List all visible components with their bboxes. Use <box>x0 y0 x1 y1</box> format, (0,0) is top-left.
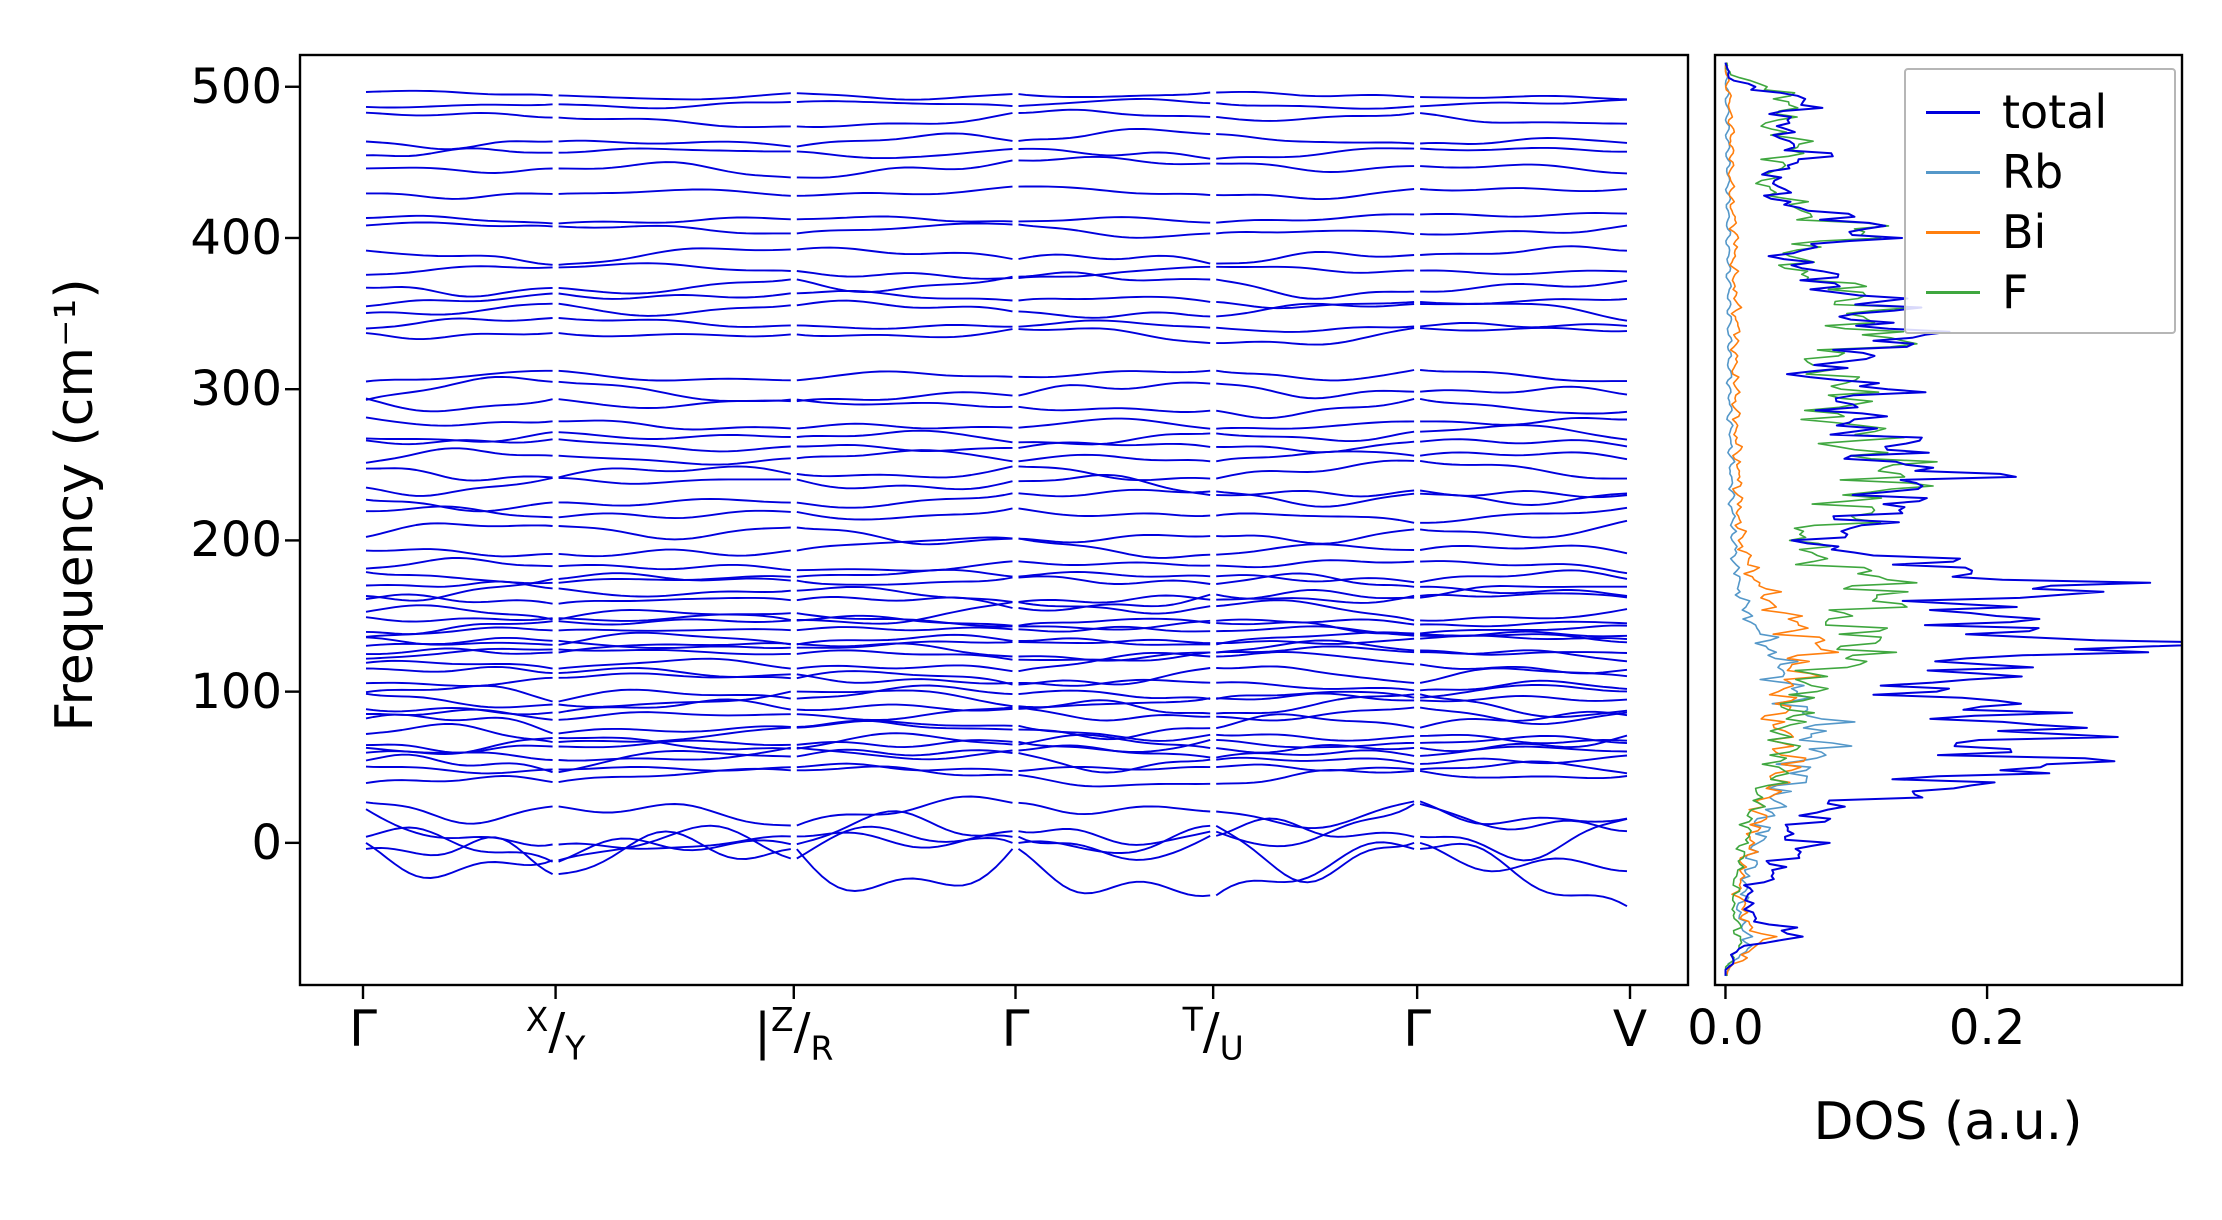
dos-tick-label-0.0: 0.0 <box>1687 1000 1764 1056</box>
kpath-label-1: X/Y <box>525 1000 586 1068</box>
kpath-label-5: Γ <box>1403 1000 1432 1058</box>
kpath-label-2: |Z/R <box>754 1000 834 1068</box>
y-tick-label-300: 300 <box>190 361 282 418</box>
band-lines <box>365 89 1628 908</box>
dos-axis-label: DOS (a.u.) <box>1813 1092 2083 1152</box>
legend-label: Bi <box>2002 205 2047 259</box>
y-tick-label-200: 200 <box>190 512 282 569</box>
dos-curves <box>1724 62 2182 977</box>
y-tick-label-0: 0 <box>251 814 282 871</box>
y-axis-label: Frequency (cm⁻¹) <box>45 278 105 732</box>
y-tick-label-400: 400 <box>190 209 282 266</box>
kpath-label-0: Γ <box>349 1000 377 1058</box>
y-tick-label-500: 500 <box>190 58 282 115</box>
legend-label: Rb <box>2002 145 2064 199</box>
legend-item-F: F <box>1906 262 2174 322</box>
y-tick-label-100: 100 <box>190 663 282 720</box>
dos-tick-label-0.2: 0.2 <box>1948 1000 2026 1056</box>
legend-line-icon <box>1926 230 1980 234</box>
legend-box: total Rb Bi F <box>1904 68 2176 334</box>
legend-item-total: total <box>1906 82 2174 142</box>
kpath-label-3: Γ <box>1001 1000 1030 1058</box>
legend-line-icon <box>1926 290 1980 294</box>
axes-frame-and-ticks <box>285 53 2184 999</box>
legend-item-Rb: Rb <box>1906 142 2174 202</box>
legend-label: F <box>2002 265 2029 319</box>
kpath-label-4: T/U <box>1182 1000 1244 1068</box>
legend-line-icon <box>1926 110 1980 114</box>
kpath-label-6: V <box>1612 1000 1648 1058</box>
legend-label: total <box>2002 85 2108 139</box>
legend-item-Bi: Bi <box>1906 202 2174 262</box>
legend-line-icon <box>1926 170 1980 174</box>
